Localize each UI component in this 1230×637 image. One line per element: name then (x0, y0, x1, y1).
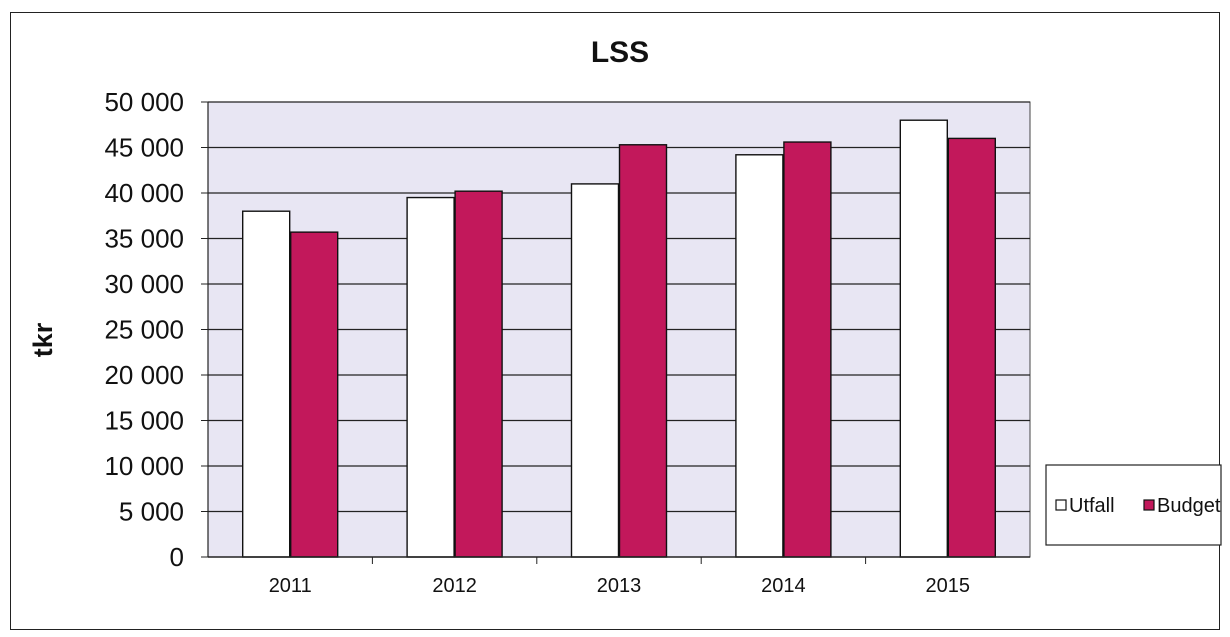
y-tick-label: 35 000 (104, 224, 184, 254)
x-tick-label: 2013 (597, 575, 642, 597)
legend-swatch-utfall (1055, 499, 1067, 511)
y-tick-label: 15 000 (104, 406, 184, 436)
bar-budget-2013 (618, 144, 668, 558)
legend-swatch-budget (1143, 499, 1155, 511)
y-tick-label: 50 000 (104, 87, 184, 117)
legend-box (1045, 464, 1222, 546)
y-tick-label: 5 000 (119, 497, 184, 527)
bar-budget-2015 (947, 137, 996, 558)
x-tick-label: 2011 (269, 575, 312, 597)
y-tick-label: 20 000 (104, 360, 184, 390)
chart-title: LSS (591, 36, 649, 69)
bar-utfall-2011 (241, 210, 291, 558)
bar-utfall-2013 (570, 183, 620, 558)
y-tick-label: 10 000 (104, 451, 184, 481)
legend-label-utfall: Utfall (1069, 495, 1115, 517)
bars (241, 119, 996, 558)
y-tick-label: 0 (170, 542, 184, 572)
y-axis: 0 5 000 10 000 15 000 20 000 25 000 30 000 35 0… (104, 87, 209, 572)
x-tick-label: 2014 (761, 575, 806, 597)
x-axis: 2011 2012 2013 2014 2015 (208, 556, 1030, 597)
y-tick-label: 45 000 (104, 133, 184, 163)
legend-label-budget: Budget (1157, 495, 1221, 517)
bar-budget-2011 (290, 231, 339, 558)
bar-utfall-2014 (735, 154, 784, 558)
x-tick-label: 2012 (432, 575, 477, 597)
y-tick-label: 40 000 (104, 178, 184, 208)
bar-budget-2014 (783, 141, 832, 558)
y-tick-label: 30 000 (104, 269, 184, 299)
bar-utfall-2015 (899, 119, 948, 558)
y-axis-label: tkr (28, 322, 58, 357)
x-tick-label: 2015 (926, 575, 971, 597)
bar-budget-2012 (454, 190, 503, 558)
y-tick-label: 25 000 (104, 315, 184, 345)
bar-utfall-2012 (406, 196, 455, 558)
legend: Utfall Budget (1045, 464, 1222, 546)
